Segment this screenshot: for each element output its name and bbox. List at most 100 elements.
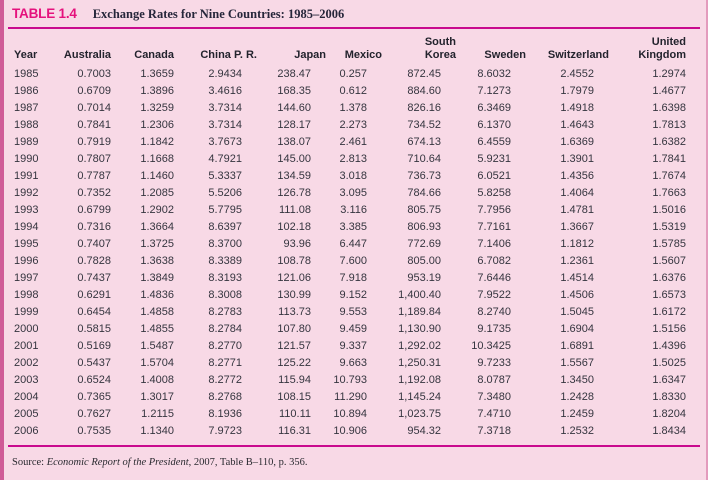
year-cell: 1991 — [14, 170, 39, 182]
source-suffix: , 2007, Table B–110, p. 356. — [188, 457, 308, 468]
row-spacer — [686, 168, 704, 185]
value-cell: 7.918 — [339, 272, 367, 284]
col-header-south-korea: South Korea — [424, 36, 456, 61]
value-cell: 1.1812 — [560, 238, 594, 250]
col-header-mexico: Mexico — [344, 49, 382, 61]
year-cell: 1993 — [14, 204, 39, 216]
value-cell: 734.52 — [407, 119, 441, 131]
value-cell: 1.6382 — [652, 136, 686, 148]
table-row: 2003 0.6524 1.4008 8.2772 115.94 10.793 1,192.… — [4, 372, 704, 389]
col-header-year: Year — [14, 49, 38, 61]
value-cell: 1.2115 — [141, 408, 174, 420]
value-cell: 1.5704 — [140, 357, 174, 369]
value-cell: 5.5206 — [208, 187, 242, 199]
year-cell: 1999 — [14, 306, 39, 318]
value-cell: 1.5156 — [652, 323, 686, 335]
year-cell: 2003 — [14, 374, 39, 386]
table-row: 1988 0.7841 1.2306 3.7314 128.17 2.273 734.52 6… — [4, 117, 704, 134]
value-cell: 144.60 — [277, 102, 311, 114]
value-cell: 7.1273 — [477, 85, 511, 97]
value-cell: 1.4855 — [140, 323, 174, 335]
value-cell: 7.3480 — [477, 391, 511, 403]
table-row: 1990 0.7807 1.1668 4.7921 145.00 2.813 710.64 5… — [4, 151, 704, 168]
value-cell: 3.018 — [339, 170, 367, 182]
value-cell: 8.1936 — [208, 408, 242, 420]
value-cell: 8.3700 — [208, 238, 242, 250]
value-cell: 805.75 — [407, 204, 441, 216]
value-cell: 1.6376 — [652, 272, 686, 284]
year-cell: 2005 — [14, 408, 39, 420]
value-cell: 3.116 — [340, 204, 367, 216]
value-cell: 113.73 — [278, 306, 311, 318]
value-cell: 0.6524 — [77, 374, 111, 386]
value-cell: 0.7014 — [77, 102, 111, 114]
year-cell: 2002 — [14, 357, 39, 369]
value-cell: 107.80 — [277, 323, 311, 335]
table-row: 1997 0.7437 1.3849 8.3193 121.06 7.918 953.19 7… — [4, 270, 704, 287]
value-cell: 1.3664 — [140, 221, 174, 233]
col-header-japan: Japan — [294, 49, 326, 61]
value-cell: 168.35 — [277, 85, 311, 97]
value-cell: 8.2772 — [208, 374, 242, 386]
value-cell: 0.7437 — [77, 272, 111, 284]
value-cell: 8.3389 — [208, 255, 242, 267]
row-spacer — [686, 389, 704, 406]
value-cell: 0.612 — [339, 85, 367, 97]
value-cell: 826.16 — [407, 102, 441, 114]
year-cell: 1989 — [14, 136, 39, 148]
value-cell: 8.2770 — [208, 340, 242, 352]
value-cell: 8.2740 — [477, 306, 511, 318]
value-cell: 954.32 — [407, 425, 441, 437]
year-cell: 2000 — [14, 323, 39, 335]
value-cell: 5.8258 — [477, 187, 511, 199]
value-cell: 1.5016 — [652, 204, 686, 216]
col-header-china: China P. R. — [200, 49, 257, 61]
row-spacer — [686, 66, 704, 83]
table-row: 1994 0.7316 1.3664 8.6397 102.18 3.385 806.93 7… — [4, 219, 704, 236]
value-cell: 5.9231 — [477, 153, 511, 165]
year-cell: 2001 — [14, 340, 39, 352]
value-cell: 0.7841 — [77, 119, 111, 131]
year-cell: 2004 — [14, 391, 39, 403]
table-row: 1995 0.7407 1.3725 8.3700 93.96 6.447 772.69 7.… — [4, 236, 704, 253]
value-cell: 2.9434 — [208, 68, 242, 80]
value-cell: 674.13 — [407, 136, 441, 148]
table-row: 1996 0.7828 1.3638 8.3389 108.78 7.600 805.00 6… — [4, 253, 704, 270]
value-cell: 710.64 — [407, 153, 441, 165]
value-cell: 10.3425 — [471, 340, 511, 352]
table-row: 1986 0.6709 1.3896 3.4616 168.35 0.612 884.60 7… — [4, 83, 704, 100]
value-cell: 1,400.40 — [398, 289, 441, 301]
value-cell: 1.4064 — [560, 187, 594, 199]
value-cell: 128.17 — [277, 119, 311, 131]
row-spacer — [686, 236, 704, 253]
value-cell: 1.3659 — [140, 68, 174, 80]
col-header-sweden: Sweden — [484, 49, 526, 61]
header-row: Year Australia Canada China P. R. Japan … — [4, 31, 704, 66]
value-cell: 1.2532 — [560, 425, 594, 437]
value-cell: 93.96 — [283, 238, 311, 250]
value-cell: 238.47 — [277, 68, 311, 80]
value-cell: 1.8330 — [652, 391, 686, 403]
value-cell: 110.11 — [278, 408, 311, 420]
value-cell: 9.663 — [339, 357, 367, 369]
value-cell: 3.095 — [339, 187, 367, 199]
value-cell: 1.4918 — [560, 102, 594, 114]
table-row: 1987 0.7014 1.3259 3.7314 144.60 1.378 826.16 6… — [4, 100, 704, 117]
value-cell: 1.1460 — [140, 170, 174, 182]
value-cell: 1.4506 — [560, 289, 594, 301]
value-cell: 1.6347 — [652, 374, 686, 386]
row-spacer — [686, 304, 704, 321]
source-line: Source: Economic Report of the President… — [4, 447, 706, 468]
value-cell: 8.0787 — [477, 374, 511, 386]
year-cell: 1997 — [14, 272, 39, 284]
value-cell: 1.5607 — [652, 255, 686, 267]
value-cell: 116.31 — [278, 425, 311, 437]
value-cell: 1.6891 — [560, 340, 594, 352]
value-cell: 108.15 — [277, 391, 311, 403]
value-cell: 1.5785 — [652, 238, 686, 250]
value-cell: 1.6904 — [560, 323, 594, 335]
row-spacer — [686, 185, 704, 202]
value-cell: 1.3667 — [560, 221, 594, 233]
value-cell: 1.4643 — [560, 119, 594, 131]
col-header-switzerland: Switzerland — [547, 49, 609, 61]
